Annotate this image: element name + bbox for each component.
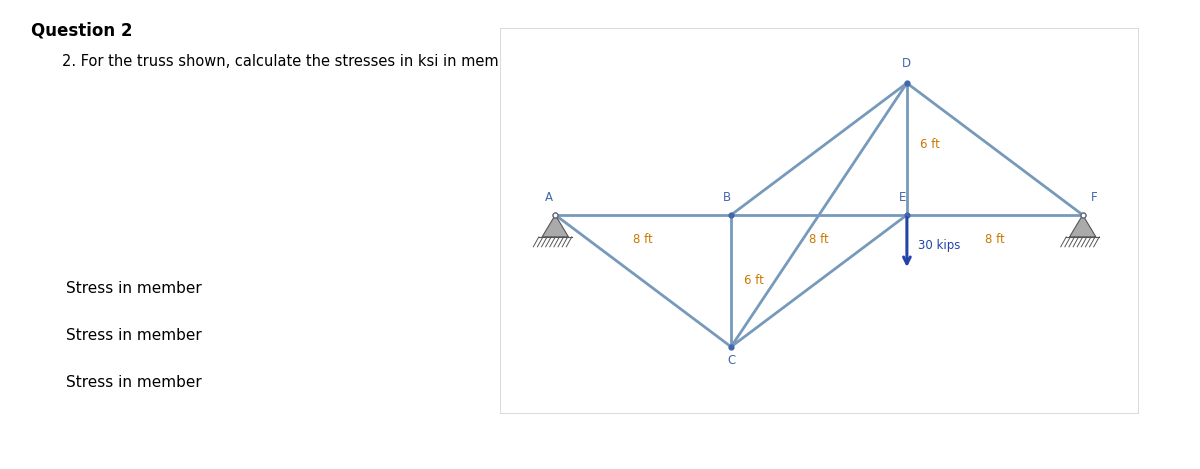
- Text: F: F: [1091, 191, 1097, 204]
- Text: 2: 2: [989, 50, 996, 60]
- Text: 8 ft: 8 ft: [985, 233, 1004, 245]
- Text: 30 kips: 30 kips: [918, 239, 960, 252]
- Text: 8 ft: 8 ft: [809, 233, 829, 245]
- Text: 8 ft: 8 ft: [634, 233, 653, 245]
- Text: Stress in member: Stress in member: [66, 281, 206, 296]
- Text: C: C: [727, 354, 736, 367]
- Text: Question 2: Question 2: [31, 21, 133, 39]
- Text: D: D: [902, 57, 912, 70]
- Text: E: E: [899, 191, 906, 204]
- Polygon shape: [1069, 215, 1096, 237]
- Text: 2. For the truss shown, calculate the stresses in ksi in members CE, DE, and DF.: 2. For the truss shown, calculate the st…: [62, 54, 1006, 69]
- Text: Stress in member: Stress in member: [66, 375, 206, 390]
- Text: 6 ft: 6 ft: [920, 138, 940, 151]
- Text: 6 ft: 6 ft: [744, 274, 764, 287]
- Text: A: A: [545, 191, 553, 204]
- Text: Stress in member: Stress in member: [66, 328, 206, 343]
- Text: .: .: [992, 54, 997, 69]
- Polygon shape: [542, 215, 569, 237]
- Text: B: B: [722, 191, 731, 204]
